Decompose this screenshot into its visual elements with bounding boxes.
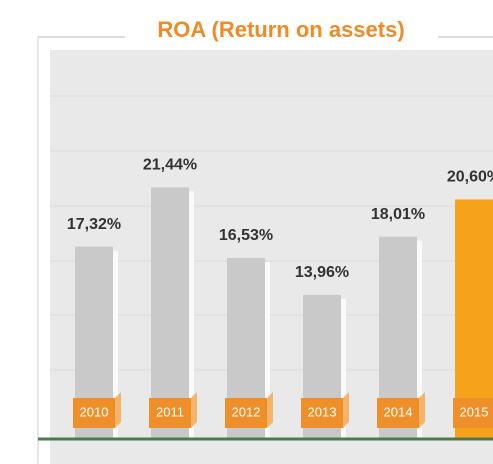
x-tick-label: 2010	[80, 404, 109, 419]
year-box-side	[343, 392, 349, 428]
bar-side	[264, 261, 270, 438]
value-label: 16,53%	[219, 227, 273, 244]
chart-title: ROA (Return on assets)	[157, 17, 404, 42]
x-tick-label: 2013	[308, 404, 337, 419]
value-label: 21,44%	[143, 157, 197, 174]
x-tick-label: 2015	[460, 404, 489, 419]
year-box-side	[267, 392, 273, 428]
year-box-side	[115, 392, 121, 428]
value-label: 20,60%	[447, 169, 493, 186]
year-box-side	[191, 392, 197, 428]
x-tick-label: 2014	[384, 404, 413, 419]
bars: 17,32% 2010 21,44% 2011 16,53% 2012 13,96% 2013…	[67, 157, 493, 438]
bar-side	[340, 298, 346, 438]
bar	[151, 187, 189, 438]
value-label: 13,96%	[295, 264, 349, 281]
bar-side	[416, 240, 422, 438]
year-box	[377, 398, 419, 428]
year-box	[453, 398, 493, 428]
x-tick-label: 2011	[156, 404, 184, 419]
year-box	[225, 398, 267, 428]
year-box	[149, 398, 191, 428]
year-box-side	[419, 392, 425, 428]
year-box	[301, 398, 343, 428]
value-label: 18,01%	[371, 206, 425, 223]
value-label: 17,32%	[67, 216, 121, 233]
bar-side	[188, 191, 194, 438]
x-tick-label: 2012	[232, 404, 261, 419]
bar-side	[112, 250, 118, 438]
year-box	[73, 398, 115, 428]
